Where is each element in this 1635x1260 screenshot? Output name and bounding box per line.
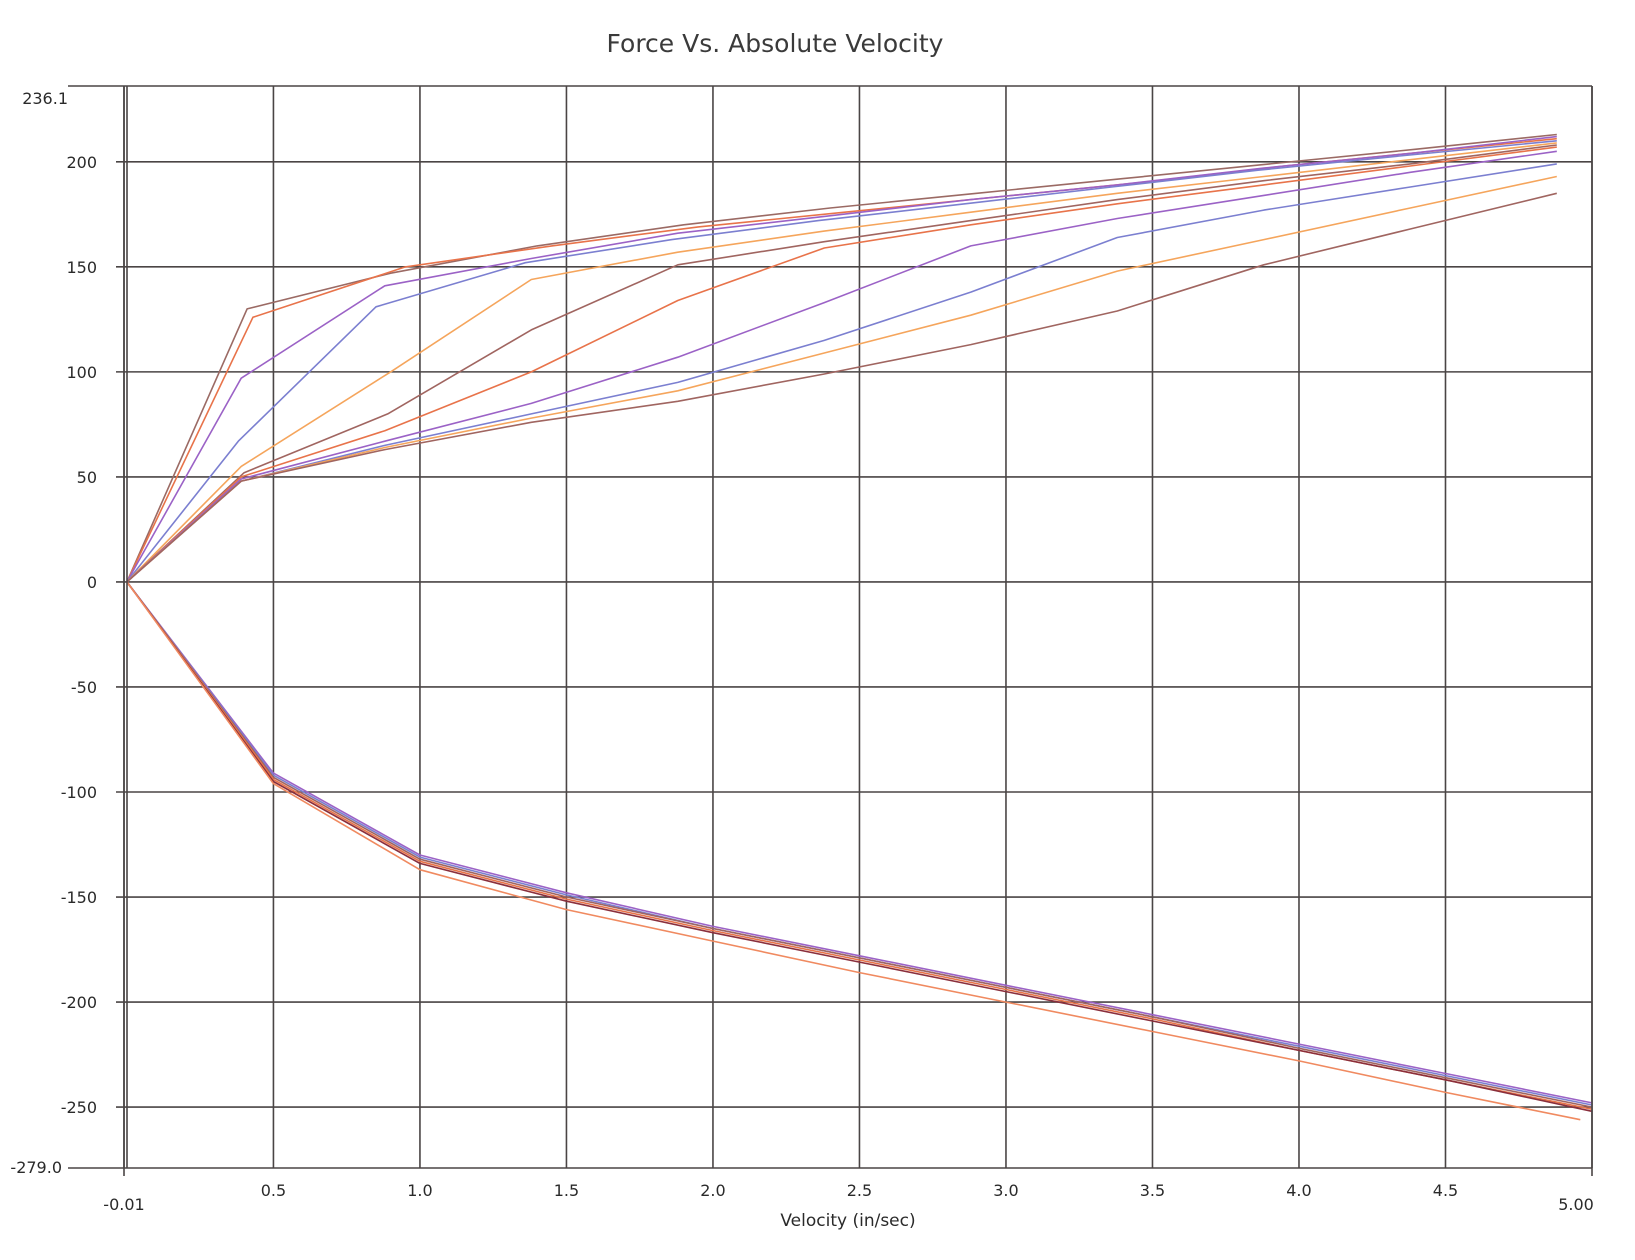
y-tick-label: 50 [77,468,97,487]
series-line-1 [126,133,1557,583]
y-tick-label: -150 [61,888,97,907]
series-line-4 [126,140,1557,583]
series-line-8 [126,150,1557,583]
series-line-9 [126,163,1557,583]
x-tick-label: 1.0 [407,1181,432,1200]
y-tick-label: -250 [61,1098,97,1117]
x-tick-label: 4.0 [1286,1181,1311,1200]
x-tick-label: 4.5 [1433,1181,1458,1200]
grid [116,86,1593,1168]
y-tick-label: 0 [87,573,97,592]
series-line-14 [126,581,1593,1108]
x-tick-label: 5.00 [1558,1195,1594,1214]
y-tick-label: -200 [61,993,97,1012]
x-axis-tick-labels: -0.01 0.5 1.0 1.5 2.0 2.5 3.0 3.5 4.0 4.5 5.00 [103,1181,1594,1214]
plot-frame [68,85,1593,1176]
x-axis-label: Velocity (in/sec) [780,1211,915,1231]
y-axis-tick-labels: -279.0 -250 -200 -150 -100 -50 0 50 100 150 200 236… [10,89,97,1177]
series-line-16 [126,581,1593,1113]
x-tick-label: 3.0 [993,1181,1018,1200]
series-line-6 [126,144,1557,583]
y-tick-label: -279.0 [10,1158,62,1177]
x-tick-label: 3.5 [1140,1181,1165,1200]
x-tick-label: 0.5 [261,1181,286,1200]
chart-title: Force Vs. Absolute Velocity [607,29,944,58]
x-tick-label: 2.5 [847,1181,872,1200]
x-tick-label: -0.01 [103,1195,144,1214]
series-line-12 [126,581,1593,1104]
series-line-5 [126,142,1557,583]
x-tick-label: 1.5 [554,1181,579,1200]
series-line-2 [126,137,1557,583]
y-tick-label: 200 [66,153,97,172]
y-tick-label: -100 [61,783,97,802]
y-tick-label: 100 [66,363,97,382]
x-tick-label: 2.0 [700,1181,725,1200]
series-line-17 [126,581,1581,1121]
series-line-11 [126,192,1557,583]
y-tick-label: -50 [71,678,97,697]
plot-series [126,133,1593,1121]
series-line-7 [126,146,1557,583]
series-line-10 [126,175,1557,583]
series-line-3 [126,135,1557,583]
y-tick-label: 236.1 [22,89,68,108]
y-tick-label: 150 [66,258,97,277]
